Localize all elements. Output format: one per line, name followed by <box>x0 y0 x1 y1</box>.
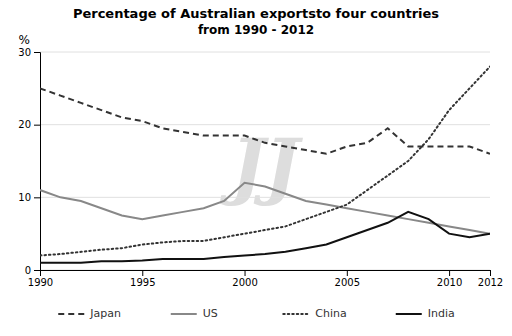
tick: 20 <box>18 119 40 130</box>
tick-label: 2000 <box>232 277 257 288</box>
tick-label: 10 <box>18 192 31 203</box>
legend-label: China <box>315 307 346 320</box>
x-axis: 1990 1995 2000 2005 2010 2012 <box>28 270 503 288</box>
tick: 2010 <box>437 270 462 288</box>
tick: 2012 <box>478 270 503 288</box>
tick-mark <box>34 197 40 198</box>
plot: JJ1990199520002005201020120102030 <box>18 47 503 288</box>
tick-label: 30 <box>18 47 31 58</box>
legend: Japan US China India <box>58 307 455 320</box>
legend-label: US <box>203 307 218 320</box>
axis-line <box>41 271 491 277</box>
legend-swatch <box>171 313 197 315</box>
tick-mark <box>34 270 40 271</box>
legend-swatch <box>283 313 309 315</box>
legend-item: India <box>396 307 455 320</box>
series-line <box>40 183 490 234</box>
legend-swatch <box>58 313 84 315</box>
series-line <box>40 67 490 256</box>
tick: 2005 <box>335 270 360 288</box>
y-axis-title: % <box>19 33 30 47</box>
grid-line <box>40 124 490 125</box>
tick-mark <box>449 270 450 276</box>
tick-mark <box>490 270 491 276</box>
legend-item: Japan <box>58 307 121 320</box>
tick: 1995 <box>130 270 155 288</box>
title: Percentage of Australian exportsto four … <box>73 6 439 21</box>
series-line <box>40 212 490 263</box>
lines <box>40 67 490 263</box>
legend-label: Japan <box>89 307 121 320</box>
tick: 1990 <box>28 270 53 288</box>
legend-item: China <box>283 307 346 320</box>
legend-swatch <box>396 313 422 315</box>
grid-line <box>40 197 490 198</box>
y-axis: 0 10 20 30 <box>18 47 40 276</box>
grid-line <box>40 52 490 53</box>
tick: 10 <box>18 192 40 203</box>
subtitle: from 1990 - 2012 <box>198 23 314 37</box>
tick-label: 2005 <box>335 277 360 288</box>
tick-mark <box>34 52 40 53</box>
axis-line <box>34 53 41 271</box>
legend-item: US <box>171 307 218 320</box>
grid <box>40 52 490 270</box>
tick: 30 <box>18 47 40 58</box>
tick: 2000 <box>232 270 257 288</box>
tick-label: 2012 <box>478 277 503 288</box>
series-line <box>40 88 490 153</box>
tick-label: 0 <box>25 265 31 276</box>
tick-mark <box>142 270 143 276</box>
chart: JJ1990199520002005201020120102030Percent… <box>0 0 512 336</box>
tick-mark <box>245 270 246 276</box>
tick-label: 20 <box>18 119 31 130</box>
tick-mark <box>347 270 348 276</box>
tick-label: 1995 <box>130 277 155 288</box>
tick-mark <box>34 125 40 126</box>
tick: 0 <box>25 265 40 276</box>
tick-label: 1990 <box>28 277 53 288</box>
legend-label: India <box>428 307 455 320</box>
tick-label: 2010 <box>437 277 462 288</box>
